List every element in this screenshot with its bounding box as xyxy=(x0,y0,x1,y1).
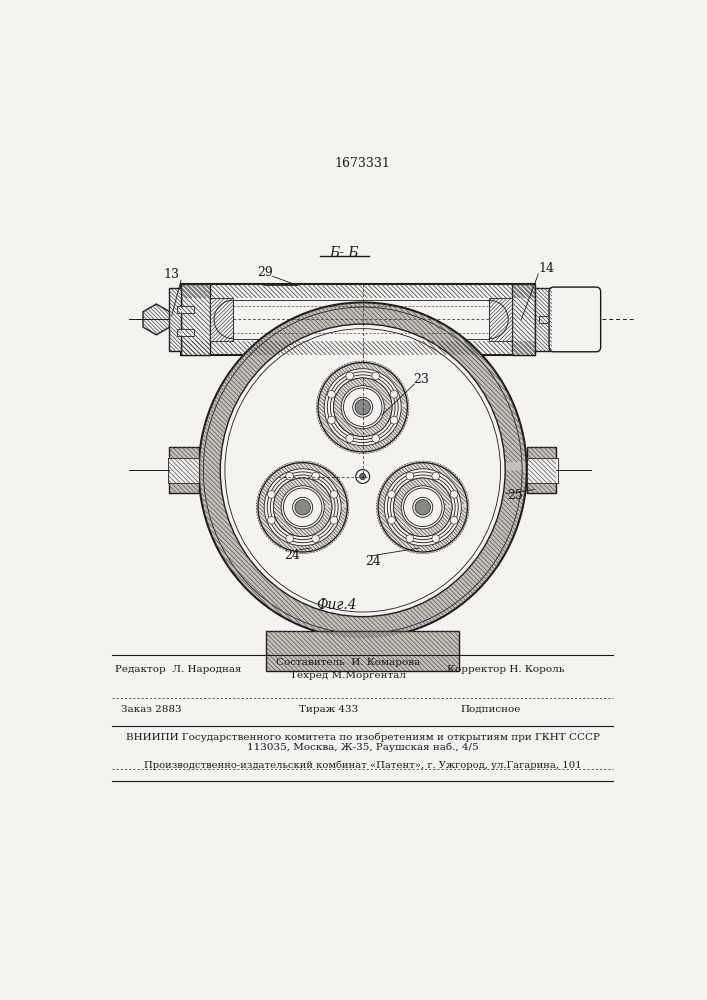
Text: 24: 24 xyxy=(284,549,300,562)
Bar xyxy=(177,306,194,313)
Bar xyxy=(210,298,233,341)
Text: Б- Б: Б- Б xyxy=(329,246,359,260)
Circle shape xyxy=(330,490,338,498)
Circle shape xyxy=(325,369,402,446)
Text: 24: 24 xyxy=(366,555,382,568)
Text: ВНИИПИ Государственного комитета по изобретениям и открытиям при ГКНТ СССР: ВНИИПИ Государственного комитета по изоб… xyxy=(126,732,600,742)
Text: 29: 29 xyxy=(257,266,273,279)
Text: 13: 13 xyxy=(163,268,179,281)
FancyBboxPatch shape xyxy=(549,287,601,352)
Bar xyxy=(512,284,535,355)
Circle shape xyxy=(415,500,431,515)
Text: 1673331: 1673331 xyxy=(335,157,391,170)
Bar xyxy=(181,284,535,355)
Circle shape xyxy=(327,416,335,424)
Text: 23: 23 xyxy=(414,373,429,386)
Text: Подписное: Подписное xyxy=(460,705,521,714)
Circle shape xyxy=(346,372,354,380)
Circle shape xyxy=(406,472,414,480)
Circle shape xyxy=(432,535,440,542)
Circle shape xyxy=(406,535,414,542)
Bar xyxy=(489,298,512,341)
Circle shape xyxy=(385,469,461,546)
Circle shape xyxy=(390,390,398,398)
Bar xyxy=(233,300,489,339)
Bar xyxy=(527,447,556,493)
Circle shape xyxy=(258,463,347,552)
Circle shape xyxy=(394,478,452,537)
Circle shape xyxy=(330,516,338,524)
Text: 113035, Москва, Ж-35, Раушская наб., 4/5: 113035, Москва, Ж-35, Раушская наб., 4/5 xyxy=(247,743,479,752)
Circle shape xyxy=(334,378,392,436)
Bar xyxy=(181,284,210,355)
Circle shape xyxy=(356,470,370,483)
Bar xyxy=(535,288,552,351)
Text: Производственно-издательский комбинат «Патент», г. Ужгород, ул.Гагарина, 101: Производственно-издательский комбинат «П… xyxy=(144,761,582,770)
Ellipse shape xyxy=(221,324,506,617)
Text: Составитель  И. Комарова: Составитель И. Комарова xyxy=(276,658,420,667)
Text: Заказ 2883: Заказ 2883 xyxy=(122,705,182,714)
Circle shape xyxy=(355,400,370,415)
Circle shape xyxy=(286,472,293,480)
Circle shape xyxy=(346,435,354,442)
Text: Редактор  Л. Народная: Редактор Л. Народная xyxy=(115,665,242,674)
Circle shape xyxy=(372,372,380,380)
Bar xyxy=(527,458,558,483)
Text: Корректор Н. Король: Корректор Н. Король xyxy=(448,665,565,674)
Circle shape xyxy=(450,490,458,498)
Text: 14: 14 xyxy=(539,262,555,275)
Bar xyxy=(170,447,199,493)
Bar xyxy=(168,458,199,483)
Circle shape xyxy=(450,516,458,524)
Circle shape xyxy=(387,490,395,498)
Polygon shape xyxy=(143,304,170,335)
Circle shape xyxy=(312,535,320,542)
Circle shape xyxy=(432,472,440,480)
Circle shape xyxy=(281,486,325,529)
Text: Тираж 433: Тираж 433 xyxy=(299,705,358,714)
Circle shape xyxy=(341,386,385,429)
Bar xyxy=(267,631,459,671)
Circle shape xyxy=(295,500,310,515)
Circle shape xyxy=(402,486,444,529)
Circle shape xyxy=(390,416,398,424)
Circle shape xyxy=(327,390,335,398)
Circle shape xyxy=(267,516,275,524)
Circle shape xyxy=(264,469,341,546)
Circle shape xyxy=(274,478,332,537)
Circle shape xyxy=(387,516,395,524)
Ellipse shape xyxy=(199,302,527,638)
Circle shape xyxy=(267,490,275,498)
Circle shape xyxy=(378,463,467,552)
Circle shape xyxy=(286,535,293,542)
Bar xyxy=(539,316,553,323)
Bar xyxy=(177,329,194,336)
Circle shape xyxy=(318,363,407,452)
Circle shape xyxy=(312,472,320,480)
Circle shape xyxy=(360,473,366,480)
Text: Фиг.4: Фиг.4 xyxy=(316,598,357,612)
Text: Техред М.Моргентал: Техред М.Моргентал xyxy=(290,671,406,680)
Bar xyxy=(170,288,181,351)
Text: 25: 25 xyxy=(508,489,523,502)
Circle shape xyxy=(372,435,380,442)
